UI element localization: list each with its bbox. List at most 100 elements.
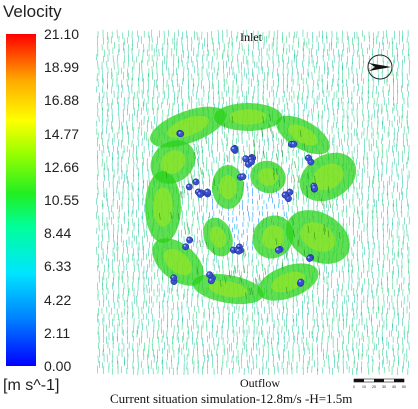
vector-arrow bbox=[108, 258, 110, 268]
vector-arrow bbox=[237, 260, 239, 268]
vector-arrow bbox=[181, 31, 183, 40]
sphere-obstacle bbox=[242, 155, 250, 163]
ring-streak bbox=[281, 262, 284, 270]
vector-arrow bbox=[142, 185, 144, 195]
high-velocity-core bbox=[300, 222, 336, 252]
vector-arrow bbox=[349, 325, 351, 334]
sphere-obstacle bbox=[207, 277, 215, 285]
ring-streak bbox=[280, 139, 283, 147]
ring-streak bbox=[200, 167, 202, 175]
ring-streak bbox=[177, 212, 180, 221]
vector-arrow bbox=[398, 158, 400, 166]
vector-arrow bbox=[97, 60, 99, 69]
ring-streak bbox=[179, 191, 182, 199]
sphere-highlight bbox=[240, 174, 243, 177]
vector-arrow bbox=[294, 49, 296, 59]
scale-bar-label: 50 bbox=[402, 385, 406, 389]
sphere-highlight bbox=[198, 192, 201, 195]
ring-streak bbox=[338, 231, 341, 240]
ring-streak bbox=[262, 115, 265, 123]
scale-bar-label: 20 bbox=[372, 385, 376, 389]
ring-streak bbox=[317, 255, 320, 263]
colorbar-tick-label: 6.33 bbox=[44, 258, 72, 275]
sphere-highlight bbox=[205, 190, 208, 193]
high-velocity-core bbox=[312, 163, 344, 191]
ring-streak bbox=[295, 191, 298, 199]
high-velocity-core bbox=[261, 225, 285, 249]
ring-streak bbox=[254, 277, 257, 285]
vector-arrow bbox=[356, 367, 358, 375]
sphere-obstacle bbox=[170, 274, 178, 282]
vector-arrow bbox=[332, 289, 335, 299]
vector-arrow bbox=[252, 72, 254, 81]
colorbar-tick-label: 16.88 bbox=[44, 92, 80, 109]
vector-arrow bbox=[341, 85, 344, 95]
sphere-highlight bbox=[231, 147, 234, 150]
vector-arrow bbox=[372, 222, 374, 232]
sphere-highlight bbox=[207, 272, 210, 275]
sphere-obstacle bbox=[177, 130, 185, 138]
scale-bar-label: 0 bbox=[353, 385, 355, 389]
high-velocity-core bbox=[229, 109, 267, 125]
ring-streak bbox=[297, 239, 300, 247]
ring-streak bbox=[205, 242, 208, 250]
high-velocity-core bbox=[258, 168, 278, 186]
sphere-highlight bbox=[187, 184, 190, 187]
ring-streak bbox=[275, 237, 278, 246]
ring-streak bbox=[251, 287, 253, 295]
vector-arrow bbox=[277, 258, 279, 267]
sphere-obstacle bbox=[196, 190, 204, 198]
vector-arrow bbox=[351, 247, 353, 257]
ring-streak bbox=[191, 177, 194, 185]
vector-arrow bbox=[198, 222, 200, 231]
colorbar-tick-label: 10.55 bbox=[44, 192, 80, 208]
sphere-highlight bbox=[307, 256, 310, 259]
scale-bar-label: 10 bbox=[362, 385, 366, 389]
legend-title: Velocity bbox=[3, 2, 62, 21]
sphere-highlight bbox=[187, 238, 190, 240]
scale-bar: 0 10 20 30 40 50 bbox=[353, 378, 406, 389]
vector-arrow bbox=[397, 248, 399, 257]
sphere-highlight bbox=[171, 275, 174, 278]
ring-streak bbox=[321, 198, 323, 206]
sphere-highlight bbox=[249, 159, 252, 162]
vector-arrow bbox=[122, 84, 124, 93]
ring-streak bbox=[197, 158, 199, 166]
ring-streak bbox=[263, 151, 265, 159]
vector-arrow bbox=[123, 37, 125, 46]
ring-streak bbox=[272, 131, 275, 139]
vector-arrow bbox=[202, 222, 204, 231]
sphere-obstacle bbox=[185, 183, 193, 191]
vector-arrow bbox=[376, 97, 378, 107]
vector-arrow bbox=[303, 37, 305, 46]
vector-arrow bbox=[326, 350, 328, 359]
vector-arrow bbox=[186, 62, 188, 70]
vector-arrow bbox=[148, 305, 150, 314]
ring-streak bbox=[199, 239, 202, 247]
vector-arrow bbox=[260, 61, 262, 71]
ring-streak bbox=[269, 124, 271, 132]
ring-streak bbox=[183, 185, 186, 193]
vector-arrow bbox=[126, 311, 128, 320]
vector-arrow bbox=[141, 137, 143, 147]
sphere-obstacle bbox=[311, 184, 318, 192]
vector-arrow bbox=[231, 258, 233, 268]
vector-arrow bbox=[208, 71, 210, 81]
vector-arrow bbox=[388, 41, 390, 50]
ring-streak bbox=[196, 147, 198, 155]
vector-arrow bbox=[333, 296, 335, 305]
ring-streak bbox=[318, 268, 321, 276]
vector-arrow bbox=[132, 218, 134, 227]
ring-streak bbox=[205, 136, 207, 144]
vector-arrow bbox=[336, 300, 338, 309]
vector-arrow bbox=[247, 85, 249, 95]
north-arrow-icon bbox=[367, 54, 393, 80]
vector-arrow bbox=[312, 326, 314, 335]
ring-streak bbox=[165, 170, 168, 179]
vector-arrow bbox=[153, 354, 155, 363]
sphere-obstacle bbox=[235, 247, 243, 255]
ring-streak bbox=[329, 200, 331, 208]
ring-streak bbox=[188, 226, 191, 235]
vector-arrow bbox=[392, 240, 394, 249]
vector-arrow bbox=[256, 342, 258, 351]
